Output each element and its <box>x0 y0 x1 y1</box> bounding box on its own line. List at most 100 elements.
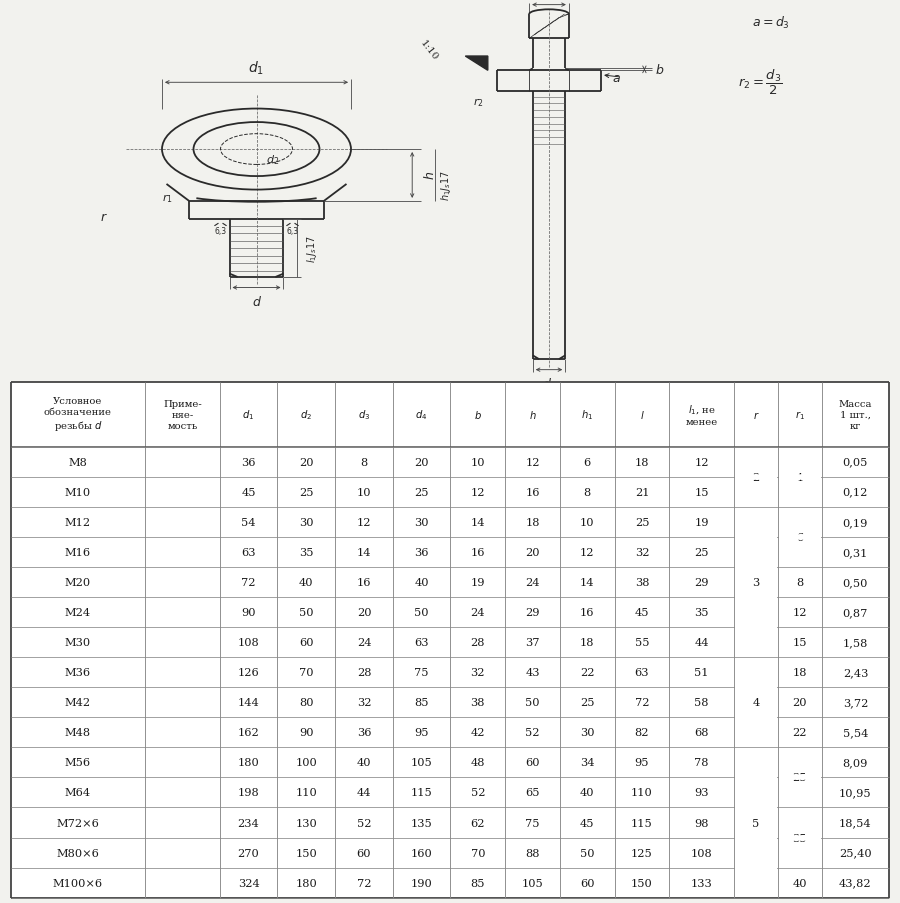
Text: 12: 12 <box>526 457 540 467</box>
Text: 198: 198 <box>238 787 259 797</box>
Text: 105: 105 <box>410 758 433 768</box>
Text: $r$: $r$ <box>100 211 108 224</box>
Text: 1:10: 1:10 <box>418 39 440 62</box>
Text: 44: 44 <box>695 638 709 647</box>
Text: 3,72: 3,72 <box>842 697 868 707</box>
Text: 35: 35 <box>792 833 807 842</box>
Text: 20: 20 <box>414 457 429 467</box>
Text: 6,3: 6,3 <box>214 227 227 236</box>
Text: 2: 2 <box>752 472 760 482</box>
Text: 43,82: 43,82 <box>839 878 872 888</box>
Text: М16: М16 <box>65 547 91 557</box>
Text: $d_2$: $d_2$ <box>301 408 312 422</box>
Text: 40: 40 <box>299 577 313 587</box>
Text: 6: 6 <box>584 457 591 467</box>
Text: М30: М30 <box>65 638 91 647</box>
Text: 20: 20 <box>356 608 371 618</box>
Text: 40: 40 <box>792 878 807 888</box>
Text: 10,95: 10,95 <box>839 787 872 797</box>
Text: 20: 20 <box>299 457 313 467</box>
Text: $d_2$: $d_2$ <box>266 153 279 167</box>
Text: 63: 63 <box>634 667 649 677</box>
Text: 5: 5 <box>752 817 760 828</box>
Text: 3: 3 <box>752 577 760 587</box>
Text: 0,19: 0,19 <box>842 517 868 527</box>
Text: М72×6: М72×6 <box>57 817 99 828</box>
Text: 25: 25 <box>792 773 807 783</box>
Text: 130: 130 <box>295 817 317 828</box>
Text: 16: 16 <box>471 547 485 557</box>
Text: 32: 32 <box>356 697 371 707</box>
Text: 190: 190 <box>410 878 433 888</box>
Text: $d_3$: $d_3$ <box>358 408 370 422</box>
Text: 85: 85 <box>471 878 485 888</box>
Text: 62: 62 <box>471 817 485 828</box>
Text: 28: 28 <box>356 667 371 677</box>
Text: 150: 150 <box>631 878 652 888</box>
Text: $l$: $l$ <box>640 409 644 421</box>
Text: 126: 126 <box>238 667 259 677</box>
Text: 21: 21 <box>634 487 649 498</box>
Text: 115: 115 <box>410 787 433 797</box>
Text: $a$: $a$ <box>612 71 621 85</box>
Text: Приме-
няе-
мость: Приме- няе- мость <box>163 400 202 430</box>
Text: 37: 37 <box>526 638 540 647</box>
Text: 90: 90 <box>299 728 313 738</box>
Text: 8: 8 <box>796 577 804 587</box>
Text: 63: 63 <box>241 547 256 557</box>
Text: 55: 55 <box>634 638 649 647</box>
Text: 42: 42 <box>471 728 485 738</box>
Text: 270: 270 <box>238 848 259 858</box>
Text: 180: 180 <box>238 758 259 768</box>
Text: 180: 180 <box>295 878 317 888</box>
Text: 38: 38 <box>471 697 485 707</box>
Text: 88: 88 <box>526 848 540 858</box>
Text: 16: 16 <box>580 608 595 618</box>
Text: 63: 63 <box>414 638 429 647</box>
Text: 20: 20 <box>526 547 540 557</box>
Text: $h$: $h$ <box>528 409 536 421</box>
Text: М8: М8 <box>68 457 87 467</box>
Text: 54: 54 <box>241 517 256 527</box>
Text: 19: 19 <box>695 517 709 527</box>
Text: 14: 14 <box>580 577 595 587</box>
Text: 18: 18 <box>580 638 595 647</box>
Text: 0,05: 0,05 <box>842 457 868 467</box>
Text: 40: 40 <box>414 577 429 587</box>
Text: 22: 22 <box>580 667 595 677</box>
Text: 32: 32 <box>471 667 485 677</box>
Text: 95: 95 <box>634 758 649 768</box>
Text: 90: 90 <box>241 608 256 618</box>
Text: М80×6: М80×6 <box>57 848 99 858</box>
Text: 36: 36 <box>241 457 256 467</box>
Text: 29: 29 <box>695 577 709 587</box>
Text: 44: 44 <box>356 787 371 797</box>
Text: 12: 12 <box>471 487 485 498</box>
Text: $b$: $b$ <box>474 409 482 421</box>
Text: $d_4$: $d_4$ <box>542 377 556 392</box>
Text: М36: М36 <box>65 667 91 677</box>
Text: 24: 24 <box>526 577 540 587</box>
Text: 45: 45 <box>580 817 595 828</box>
Text: 15: 15 <box>695 487 709 498</box>
Text: 38: 38 <box>634 577 649 587</box>
Text: 45: 45 <box>241 487 256 498</box>
Text: 93: 93 <box>695 787 709 797</box>
Text: 95: 95 <box>414 728 429 738</box>
Text: 0,12: 0,12 <box>842 487 868 498</box>
Text: $h_1 J_s 17$: $h_1 J_s 17$ <box>439 169 454 200</box>
Text: 110: 110 <box>631 787 652 797</box>
Text: 50: 50 <box>299 608 313 618</box>
Text: 0,87: 0,87 <box>842 608 868 618</box>
Text: 25: 25 <box>580 697 595 707</box>
Text: 10: 10 <box>356 487 371 498</box>
Text: 8: 8 <box>584 487 591 498</box>
Text: 0,31: 0,31 <box>842 547 868 557</box>
Text: 50: 50 <box>414 608 429 618</box>
Text: 324: 324 <box>238 878 259 888</box>
Text: 12: 12 <box>580 547 595 557</box>
Text: 24: 24 <box>356 638 371 647</box>
Text: 162: 162 <box>238 728 259 738</box>
Text: 65: 65 <box>526 787 540 797</box>
Text: 19: 19 <box>471 577 485 587</box>
